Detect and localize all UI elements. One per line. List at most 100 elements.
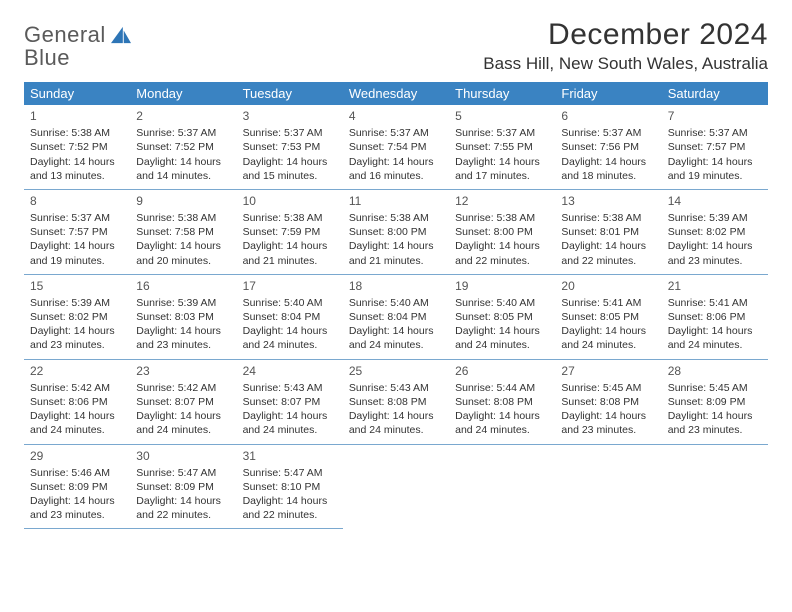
calendar-week: 8Sunrise: 5:37 AMSunset: 7:57 PMDaylight… [24,189,768,274]
sunrise-line: Sunrise: 5:38 AM [349,211,443,225]
daylight-line: Daylight: 14 hours and 19 minutes. [30,239,124,267]
sunset-line: Sunset: 8:06 PM [30,395,124,409]
day-number: 10 [243,193,337,209]
day-number: 8 [30,193,124,209]
brand-word1: General [24,22,106,47]
calendar-cell: 24Sunrise: 5:43 AMSunset: 8:07 PMDayligh… [237,359,343,444]
daylight-line: Daylight: 14 hours and 24 minutes. [136,409,230,437]
sunset-line: Sunset: 7:55 PM [455,140,549,154]
calendar-cell: 14Sunrise: 5:39 AMSunset: 8:02 PMDayligh… [662,189,768,274]
sunset-line: Sunset: 8:07 PM [243,395,337,409]
day-number: 31 [243,448,337,464]
daylight-line: Daylight: 14 hours and 24 minutes. [561,324,655,352]
day-number: 13 [561,193,655,209]
calendar-cell: 29 Sunrise: 5:46 AMSunset: 8:09 PMDayligh… [24,444,130,529]
daylight-line: Daylight: 14 hours and 16 minutes. [349,155,443,183]
calendar-cell: 16Sunrise: 5:39 AMSunset: 8:03 PMDayligh… [130,274,236,359]
day-number: 22 [30,363,124,379]
day-number: 26 [455,363,549,379]
sunset-line: Sunset: 8:09 PM [136,480,230,494]
sunrise-line: Sunrise: 5:38 AM [243,211,337,225]
calendar-page: General Blue December 2024 Bass Hill, Ne… [0,0,792,529]
day-number: 24 [243,363,337,379]
calendar-cell: 26Sunrise: 5:44 AMSunset: 8:08 PMDayligh… [449,359,555,444]
sunset-line: Sunset: 8:06 PM [668,310,762,324]
sunrise-line: Sunrise: 5:37 AM [30,211,124,225]
sunset-line: Sunset: 8:02 PM [30,310,124,324]
daylight-line: Daylight: 14 hours and 23 minutes. [668,239,762,267]
calendar-cell: 28Sunrise: 5:45 AMSunset: 8:09 PMDayligh… [662,359,768,444]
col-sunday: Sunday [24,82,130,105]
calendar-cell: 21Sunrise: 5:41 AMSunset: 8:06 PMDayligh… [662,274,768,359]
daylight-line: Daylight: 14 hours and 24 minutes. [668,324,762,352]
calendar-cell [662,444,768,529]
sunrise-line: Sunrise: 5:37 AM [136,126,230,140]
sunrise-line: Sunrise: 5:40 AM [243,296,337,310]
sunset-line: Sunset: 7:54 PM [349,140,443,154]
daylight-line: Daylight: 14 hours and 21 minutes. [349,239,443,267]
daylight-line: Daylight: 14 hours and 24 minutes. [30,409,124,437]
sunrise-line: Sunrise: 5:47 AM [243,466,337,480]
day-number: 15 [30,278,124,294]
sunrise-line: Sunrise: 5:42 AM [30,381,124,395]
col-friday: Friday [555,82,661,105]
day-number: 2 [136,108,230,124]
brand-sail-icon [110,25,132,45]
daylight-line: Daylight: 14 hours and 19 minutes. [668,155,762,183]
calendar-cell: 18Sunrise: 5:40 AMSunset: 8:04 PMDayligh… [343,274,449,359]
calendar-cell: 17Sunrise: 5:40 AMSunset: 8:04 PMDayligh… [237,274,343,359]
daylight-line: Daylight: 14 hours and 20 minutes. [136,239,230,267]
calendar-cell: 4Sunrise: 5:37 AMSunset: 7:54 PMDaylight… [343,105,449,189]
daylight-line: Daylight: 14 hours and 23 minutes. [668,409,762,437]
calendar-cell: 1Sunrise: 5:38 AMSunset: 7:52 PMDaylight… [24,105,130,189]
sunrise-line: Sunrise: 5:37 AM [455,126,549,140]
daylight-line: Daylight: 14 hours and 21 minutes. [243,239,337,267]
day-number: 19 [455,278,549,294]
sunrise-line: Sunrise: 5:40 AM [349,296,443,310]
sunrise-line: Sunrise: 5:45 AM [668,381,762,395]
sunset-line: Sunset: 8:05 PM [561,310,655,324]
sunrise-line: Sunrise: 5:44 AM [455,381,549,395]
daylight-line: Daylight: 14 hours and 23 minutes. [30,494,124,522]
daylight-line: Daylight: 14 hours and 15 minutes. [243,155,337,183]
sunset-line: Sunset: 8:09 PM [30,480,124,494]
sunrise-line: Sunrise: 5:46 AM [30,466,124,480]
day-number: 17 [243,278,337,294]
calendar-week: 29Sunrise: 5:46 AMSunset: 8:09 PMDayligh… [24,444,768,529]
sunrise-line: Sunrise: 5:38 AM [455,211,549,225]
calendar-cell: 5Sunrise: 5:37 AMSunset: 7:55 PMDaylight… [449,105,555,189]
col-saturday: Saturday [662,82,768,105]
daylight-line: Daylight: 14 hours and 18 minutes. [561,155,655,183]
col-monday: Monday [130,82,236,105]
sunset-line: Sunset: 8:08 PM [349,395,443,409]
calendar-cell: 3Sunrise: 5:37 AMSunset: 7:53 PMDaylight… [237,105,343,189]
day-number: 11 [349,193,443,209]
daylight-line: Daylight: 14 hours and 24 minutes. [455,409,549,437]
calendar-week: 1Sunrise: 5:38 AMSunset: 7:52 PMDaylight… [24,105,768,189]
sunset-line: Sunset: 7:53 PM [243,140,337,154]
sunset-line: Sunset: 8:03 PM [136,310,230,324]
sunset-line: Sunset: 7:56 PM [561,140,655,154]
calendar-cell: 27Sunrise: 5:45 AMSunset: 8:08 PMDayligh… [555,359,661,444]
day-number: 28 [668,363,762,379]
calendar-cell: 31Sunrise: 5:47 AMSunset: 8:10 PMDayligh… [237,444,343,529]
calendar-cell: 22 Sunrise: 5:42 AMSunset: 8:06 PMDayligh… [24,359,130,444]
calendar-cell: 9Sunrise: 5:38 AMSunset: 7:58 PMDaylight… [130,189,236,274]
sunrise-line: Sunrise: 5:41 AM [561,296,655,310]
daylight-line: Daylight: 14 hours and 24 minutes. [349,324,443,352]
sunset-line: Sunset: 7:52 PM [30,140,124,154]
day-number: 27 [561,363,655,379]
calendar-cell: 7Sunrise: 5:37 AMSunset: 7:57 PMDaylight… [662,105,768,189]
sunset-line: Sunset: 7:58 PM [136,225,230,239]
sunset-line: Sunset: 8:10 PM [243,480,337,494]
sunset-line: Sunset: 8:07 PM [136,395,230,409]
sunset-line: Sunset: 7:57 PM [668,140,762,154]
day-number: 25 [349,363,443,379]
calendar-cell: 30Sunrise: 5:47 AMSunset: 8:09 PMDayligh… [130,444,236,529]
calendar-cell: 12Sunrise: 5:38 AMSunset: 8:00 PMDayligh… [449,189,555,274]
sunset-line: Sunset: 8:05 PM [455,310,549,324]
sunrise-line: Sunrise: 5:47 AM [136,466,230,480]
day-number: 9 [136,193,230,209]
col-thursday: Thursday [449,82,555,105]
day-number: 29 [30,448,124,464]
